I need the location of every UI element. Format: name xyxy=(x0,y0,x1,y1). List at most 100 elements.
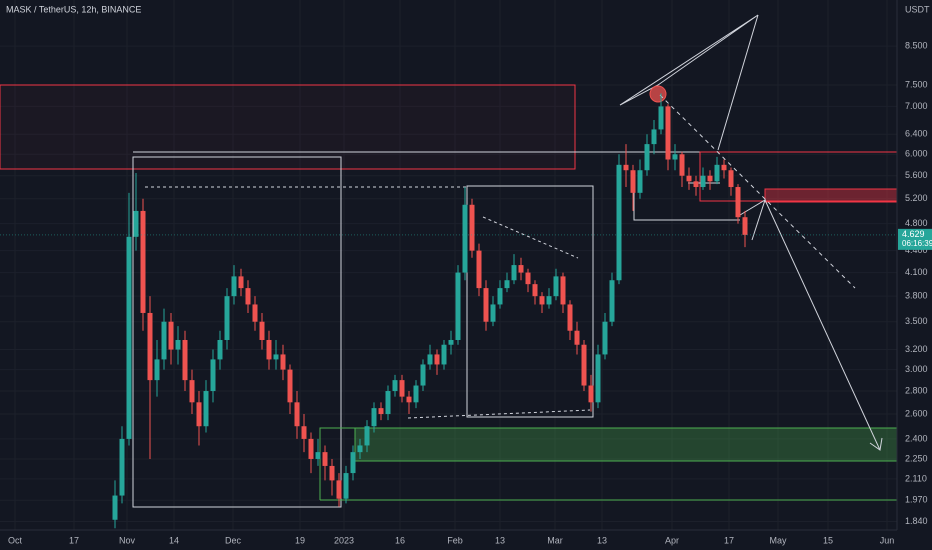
candle-body xyxy=(231,276,237,297)
candle-body xyxy=(294,402,300,427)
support-outline xyxy=(319,427,355,500)
candle-body xyxy=(126,236,132,439)
candle-body xyxy=(511,265,517,281)
candle-body xyxy=(182,339,188,381)
candle-body xyxy=(441,344,447,365)
candle-body xyxy=(553,276,559,297)
range-box xyxy=(132,156,342,508)
x-tick-label: 19 xyxy=(295,535,305,545)
y-tick-label: 2.600 xyxy=(905,408,928,418)
candle-body xyxy=(357,445,363,453)
candle-body xyxy=(147,312,153,381)
price-axis xyxy=(897,0,932,550)
candle-body xyxy=(266,339,272,360)
candle-body xyxy=(133,210,139,237)
candle-body xyxy=(644,144,650,171)
candle-body xyxy=(672,154,678,160)
candle-body xyxy=(602,321,608,355)
candle-body xyxy=(665,106,671,160)
candle-body xyxy=(238,276,244,289)
candle-body xyxy=(630,170,636,193)
candles xyxy=(112,93,748,529)
candle-body xyxy=(245,288,251,305)
candle-body xyxy=(686,175,692,182)
y-tick-label: 4.800 xyxy=(905,218,928,228)
resistance-zone xyxy=(0,84,576,170)
candle-body xyxy=(315,452,321,459)
y-tick-label: 4.400 xyxy=(905,245,928,255)
candle-body xyxy=(301,426,307,439)
last-price-tag xyxy=(898,228,932,250)
x-tick-label: Nov xyxy=(119,535,136,545)
candle-body xyxy=(399,380,405,397)
candle-body xyxy=(427,354,433,365)
y-tick-label: 3.500 xyxy=(905,316,928,326)
y-tick-label: 1.840 xyxy=(905,516,928,526)
candle-body xyxy=(581,344,587,386)
neckline xyxy=(633,180,740,221)
x-tick-label: Jun xyxy=(880,535,895,545)
candle-body xyxy=(154,359,160,381)
y-tick-label: 2.400 xyxy=(905,433,928,443)
candle-body xyxy=(252,304,258,322)
candle-body xyxy=(112,495,118,520)
x-tick-label: 17 xyxy=(724,535,734,545)
candle-body xyxy=(406,396,412,403)
arrow-head xyxy=(869,437,883,451)
candle-body xyxy=(483,288,489,322)
x-tick-label: 17 xyxy=(69,535,79,545)
x-tick-label: Mar xyxy=(547,535,563,545)
x-tick-label: Apr xyxy=(665,535,679,545)
y-tick-label: 6.000 xyxy=(905,149,928,159)
x-tick-label: 14 xyxy=(169,535,179,545)
projection-arrow xyxy=(764,199,881,451)
candle-body xyxy=(273,354,279,360)
candle-body xyxy=(623,164,629,171)
candle-body xyxy=(574,330,580,345)
last-price-label: 4.629 xyxy=(902,229,925,239)
drawings xyxy=(0,14,926,508)
candle-body xyxy=(392,380,398,392)
candle-body xyxy=(280,354,286,370)
x-tick-label: Oct xyxy=(8,535,23,545)
candle-body xyxy=(679,154,685,176)
y-tick-label: 7.000 xyxy=(905,101,928,111)
candle-body xyxy=(189,380,195,403)
trend-line xyxy=(659,94,856,289)
y-tick-label: 3.800 xyxy=(905,291,928,301)
x-tick-label: Feb xyxy=(447,535,463,545)
candle-body xyxy=(336,480,342,499)
candle-body xyxy=(616,164,622,281)
candle-body xyxy=(210,359,216,392)
candle-body xyxy=(161,321,167,360)
x-tick-label: 2023 xyxy=(334,535,354,545)
candle-body xyxy=(378,408,384,415)
candle-body xyxy=(168,321,174,350)
axes: 1.840 1.970 2.110 2.250 2.400 2.600 2.800 3.000… xyxy=(0,40,932,545)
candle-body xyxy=(497,288,503,305)
x-tick-label: 13 xyxy=(495,535,505,545)
candle-body xyxy=(588,385,594,403)
candle-body xyxy=(728,170,734,188)
candle-body xyxy=(343,473,349,499)
candle-body xyxy=(567,304,573,331)
candle-body xyxy=(434,354,440,365)
candle-body xyxy=(287,369,293,403)
candle-body xyxy=(329,465,335,481)
y-tick-label: 6.400 xyxy=(905,129,928,139)
y-tick-label: 1.970 xyxy=(905,495,928,505)
candle-body xyxy=(735,187,741,218)
candle-body xyxy=(700,175,706,188)
x-tick-label: 13 xyxy=(597,535,607,545)
candle-body xyxy=(525,272,531,285)
x-tick-label: 16 xyxy=(395,535,405,545)
currency-label: USDT xyxy=(905,4,930,14)
candle-body xyxy=(203,391,209,427)
x-tick-label: Dec xyxy=(225,535,242,545)
candle-body xyxy=(140,210,146,313)
candle-body xyxy=(469,204,475,251)
candle-body xyxy=(364,426,370,446)
y-tick-label: 8.500 xyxy=(905,40,928,50)
